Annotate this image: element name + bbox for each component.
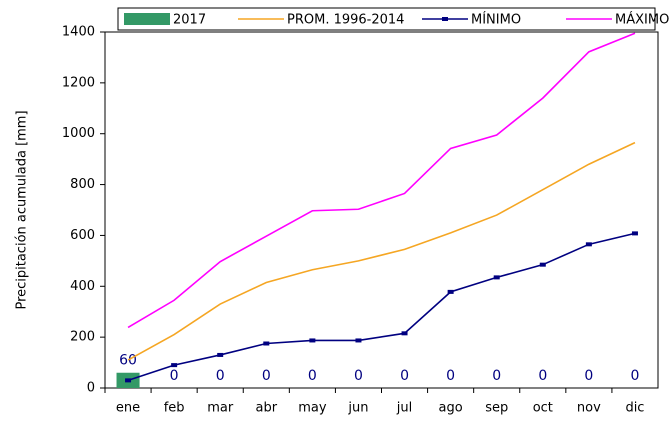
line bbox=[127, 141, 636, 361]
data-label: 0 bbox=[216, 368, 225, 384]
marker bbox=[217, 352, 224, 357]
x-tick-label: oct bbox=[533, 401, 553, 416]
y-tick-label: 600 bbox=[70, 228, 95, 243]
data-label: 0 bbox=[170, 368, 179, 384]
marker bbox=[401, 331, 408, 336]
data-label: 0 bbox=[262, 368, 271, 384]
marker bbox=[309, 338, 316, 343]
y-tick-label: 1200 bbox=[62, 75, 95, 90]
x-tick-label: jul bbox=[396, 401, 412, 416]
data-label: 0 bbox=[446, 368, 455, 384]
legend-label: MÍNIMO bbox=[471, 12, 521, 28]
x-tick-label: dic bbox=[625, 401, 644, 416]
marker bbox=[171, 363, 178, 368]
marker bbox=[631, 231, 638, 236]
legend-label: 2017 bbox=[173, 13, 206, 28]
marker bbox=[447, 289, 454, 294]
y-tick-label: 1000 bbox=[62, 126, 95, 141]
x-tick-label: feb bbox=[164, 401, 185, 416]
marker bbox=[539, 262, 546, 267]
marker bbox=[585, 242, 592, 247]
y-tick-label: 0 bbox=[87, 381, 95, 396]
legend-label: PROM. 1996-2014 bbox=[287, 13, 404, 28]
x-tick-label: ene bbox=[116, 401, 140, 416]
x-tick-label: nov bbox=[577, 401, 601, 416]
y-tick-label: 1400 bbox=[62, 25, 95, 40]
y-tick-label: 200 bbox=[70, 330, 95, 345]
legend-marker bbox=[442, 17, 448, 21]
y-tick-label: 800 bbox=[70, 177, 95, 192]
line bbox=[127, 232, 636, 382]
x-tick-label: mar bbox=[207, 401, 234, 416]
x-tick-label: may bbox=[298, 401, 327, 416]
y-axis-label: Precipitación acumulada [mm] bbox=[15, 110, 30, 309]
data-label: 0 bbox=[492, 368, 501, 384]
data-label: 0 bbox=[584, 368, 593, 384]
marker bbox=[125, 378, 132, 383]
plot-area bbox=[104, 31, 659, 389]
y-tick-label: 400 bbox=[70, 279, 95, 294]
data-label: 0 bbox=[538, 368, 547, 384]
x-tick-label: ago bbox=[439, 401, 463, 416]
data-label: 0 bbox=[354, 368, 363, 384]
x-tick-label: jun bbox=[347, 401, 368, 416]
data-label: 0 bbox=[630, 368, 639, 384]
data-label: 0 bbox=[400, 368, 409, 384]
marker bbox=[355, 338, 362, 343]
legend-label: MÁXIMO bbox=[615, 12, 669, 28]
line bbox=[127, 32, 636, 329]
x-tick-label: abr bbox=[256, 401, 278, 416]
legend-box bbox=[117, 7, 656, 31]
marker bbox=[493, 275, 500, 280]
marker bbox=[263, 341, 270, 346]
data-label: 60 bbox=[119, 353, 137, 369]
x-tick-label: sep bbox=[485, 401, 508, 416]
legend-swatch bbox=[124, 13, 170, 25]
data-label: 0 bbox=[308, 368, 317, 384]
